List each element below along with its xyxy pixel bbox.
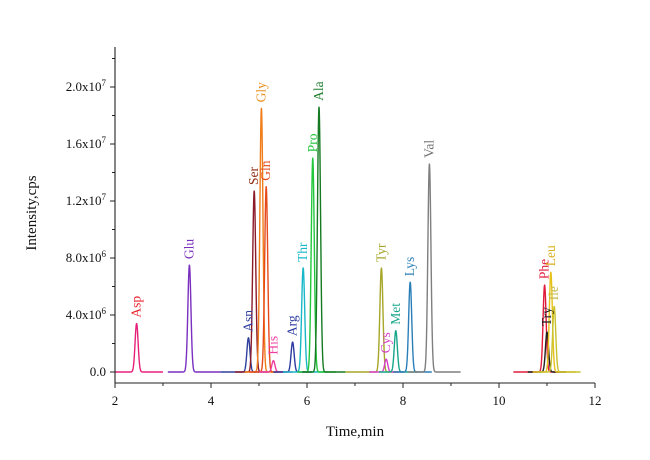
peak-label-asp: Asp	[129, 296, 144, 318]
peak-label-ile: Ile	[546, 286, 561, 300]
y-tick-label-1: 4.0x106	[66, 306, 107, 322]
peak-label-tyr: Tyr	[373, 243, 388, 262]
peak-label-pro: Pro	[305, 133, 320, 152]
peak-traces	[114, 106, 582, 373]
x-tick-label-5: 12	[589, 393, 602, 408]
peak-trace-asp	[114, 322, 164, 373]
x-tick-label-1: 4	[208, 393, 215, 408]
peak-label-thr: Thr	[295, 242, 310, 262]
peak-label-ser: Ser	[246, 167, 261, 186]
peak-label-val: Val	[421, 140, 436, 158]
x-tick-label-2: 6	[304, 393, 311, 408]
peak-trace-val	[407, 163, 462, 373]
peak-trace-ile	[536, 305, 582, 373]
peak-trace-ala	[301, 106, 346, 373]
y-axis-title: Intensity,cps	[24, 175, 40, 250]
peak-label-phe: Phe	[537, 259, 552, 279]
y-tick-label-2: 8.0x106	[66, 249, 107, 265]
y-tick-label-4: 1.6x107	[66, 135, 107, 151]
x-tick-label-4: 10	[493, 393, 506, 408]
peak-label-cys: Cys	[378, 332, 393, 353]
y-tick-label-5: 2.0x107	[66, 78, 107, 94]
axis-ticks: 2 4 6 8 10 12 0.0 4.0x106 8.0x106 1.2x107 1.6x107 2…	[66, 58, 602, 408]
peak-label-met: Met	[388, 303, 403, 325]
peak-label-ala: Ala	[311, 81, 326, 101]
peak-trace-lys	[392, 281, 433, 373]
peak-label-gly: Gly	[253, 82, 268, 103]
peak-label-asn: Asn	[240, 310, 255, 332]
peak-trace-asn	[220, 337, 260, 373]
peak-trace-glu	[167, 264, 222, 373]
peak-label-his: His	[265, 336, 280, 355]
peak-trace-his	[258, 359, 294, 373]
x-tick-label-0: 2	[112, 393, 119, 408]
peak-label-arg: Arg	[285, 315, 300, 336]
peak-label-leu: Leu	[543, 245, 558, 266]
y-tick-label-3: 1.2x107	[66, 192, 107, 208]
peak-label-lys: Lys	[402, 257, 417, 277]
peak-label-try: Try	[539, 307, 554, 326]
peak-labels: Asp Glu Asn Ser Gly Gln His Arg Thr Pro Ala Tyr Cys M…	[129, 81, 562, 354]
x-tick-label-3: 8	[400, 393, 407, 408]
x-axis-title: Time,min	[326, 424, 385, 440]
y-tick-label-0: 0.0	[90, 364, 106, 379]
peak-label-glu: Glu	[181, 239, 196, 260]
peak-label-gln: Gln	[258, 160, 273, 181]
